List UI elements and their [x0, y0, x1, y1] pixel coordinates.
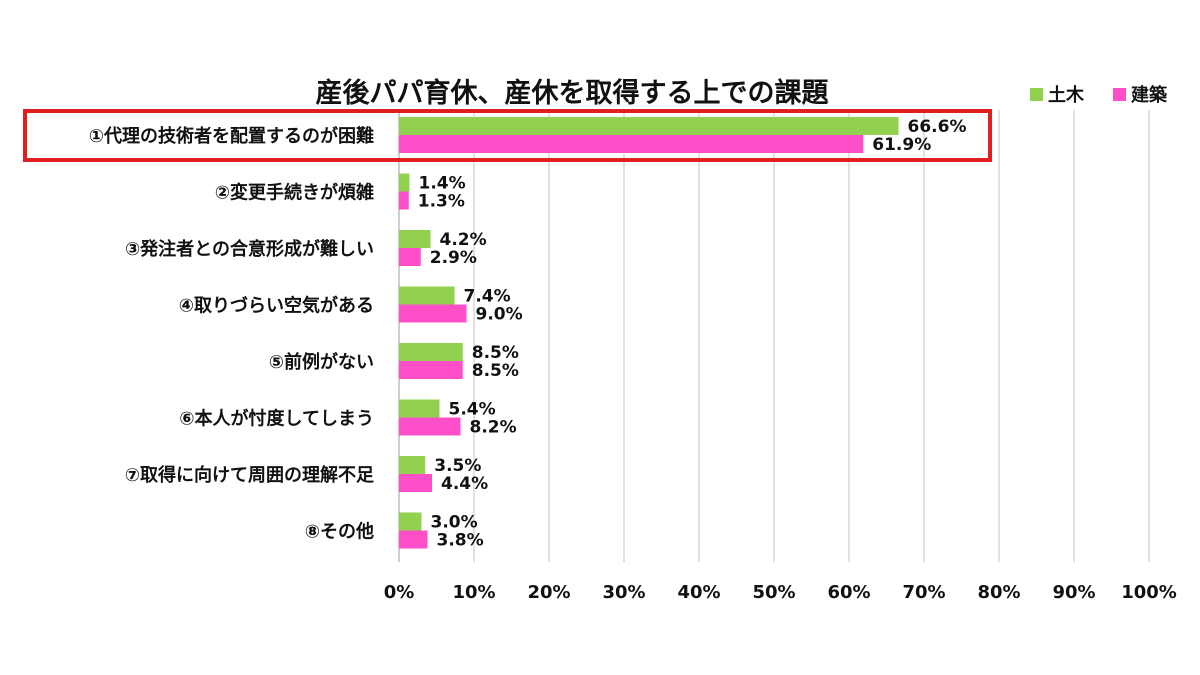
- x-tick-label: 100%: [1121, 582, 1177, 603]
- category-label: ⑤前例がない: [269, 351, 374, 373]
- bar-doboku: [399, 230, 431, 248]
- bar-kenchiku: [399, 530, 428, 549]
- x-tick-label: 20%: [527, 582, 570, 603]
- bar-kenchiku: [399, 361, 463, 379]
- value-label: 2.9%: [430, 248, 477, 268]
- value-label: 3.8%: [437, 531, 484, 551]
- bar-kenchiku: [399, 248, 421, 266]
- x-tick-label: 40%: [677, 582, 720, 603]
- bar-doboku: [399, 512, 422, 531]
- x-tick-label: 0%: [384, 582, 415, 603]
- value-label: 61.9%: [872, 135, 931, 155]
- x-tick-label: 50%: [752, 582, 795, 603]
- value-label: 5.4%: [449, 400, 496, 420]
- category-label: ①代理の技術者を配置するのが困難: [89, 125, 374, 147]
- bar-kenchiku: [399, 417, 461, 436]
- bar-kenchiku: [399, 191, 409, 210]
- legend-swatch-doboku: [1030, 88, 1043, 101]
- gridlines: [398, 110, 1150, 562]
- category-label: ⑧その他: [305, 521, 374, 543]
- category-label: ⑥本人が忖度してしまう: [179, 408, 374, 430]
- value-label: 3.0%: [431, 513, 478, 533]
- bar-doboku: [399, 456, 426, 474]
- value-label: 4.4%: [441, 474, 488, 494]
- category-labels: ①代理の技術者を配置するのが困難 ②変更手続きが煩雑 ③発注者との合意形成が難しい ④…: [89, 125, 374, 543]
- bar-doboku: [399, 117, 899, 135]
- bar-kenchiku: [399, 474, 432, 492]
- category-label: ②変更手続きが煩雑: [215, 182, 374, 204]
- value-label: 9.0%: [476, 305, 523, 325]
- x-tick-label: 70%: [902, 582, 945, 603]
- value-label: 8.5%: [472, 361, 519, 381]
- x-axis-ticks: 0% 10% 20% 30% 40% 50% 60% 70% 80% 90% 100%: [384, 582, 1177, 603]
- x-tick-label: 90%: [1052, 582, 1095, 603]
- bar-doboku: [399, 399, 440, 418]
- legend-label-doboku: 土木: [1048, 84, 1085, 106]
- x-tick-label: 60%: [827, 582, 870, 603]
- value-label: 8.5%: [472, 343, 519, 363]
- bars: [399, 117, 899, 549]
- value-label: 8.2%: [470, 418, 517, 438]
- bar-doboku: [399, 343, 463, 361]
- category-label: ⑦取得に向けて周囲の理解不足: [125, 464, 374, 486]
- x-tick-label: 30%: [602, 582, 645, 603]
- x-tick-label: 80%: [977, 582, 1020, 603]
- value-label: 1.3%: [418, 192, 465, 212]
- bar-kenchiku: [399, 135, 864, 153]
- value-labels: 66.6%61.9%1.4%1.3%4.2%2.9%7.4%9.0%8.5%8.…: [418, 117, 967, 551]
- bar-doboku: [399, 173, 410, 192]
- legend-label-kenchiku: 建築: [1131, 84, 1168, 106]
- legend-swatch-kenchiku: [1113, 88, 1126, 101]
- x-tick-label: 10%: [452, 582, 495, 603]
- highlight-frame: [23, 109, 992, 162]
- bar-doboku: [399, 286, 455, 305]
- highlight: [23, 109, 992, 162]
- value-label: 1.4%: [419, 174, 466, 194]
- category-label: ③発注者との合意形成が難しい: [125, 238, 374, 260]
- bar-kenchiku: [399, 304, 467, 323]
- value-label: 3.5%: [434, 456, 481, 476]
- value-label: 7.4%: [464, 287, 511, 307]
- value-label: 66.6%: [908, 117, 967, 137]
- value-label: 4.2%: [440, 230, 487, 250]
- chart-title: 産後パパ育休、産休を取得する上での課題: [316, 77, 830, 109]
- category-label: ④取りづらい空気がある: [179, 295, 374, 317]
